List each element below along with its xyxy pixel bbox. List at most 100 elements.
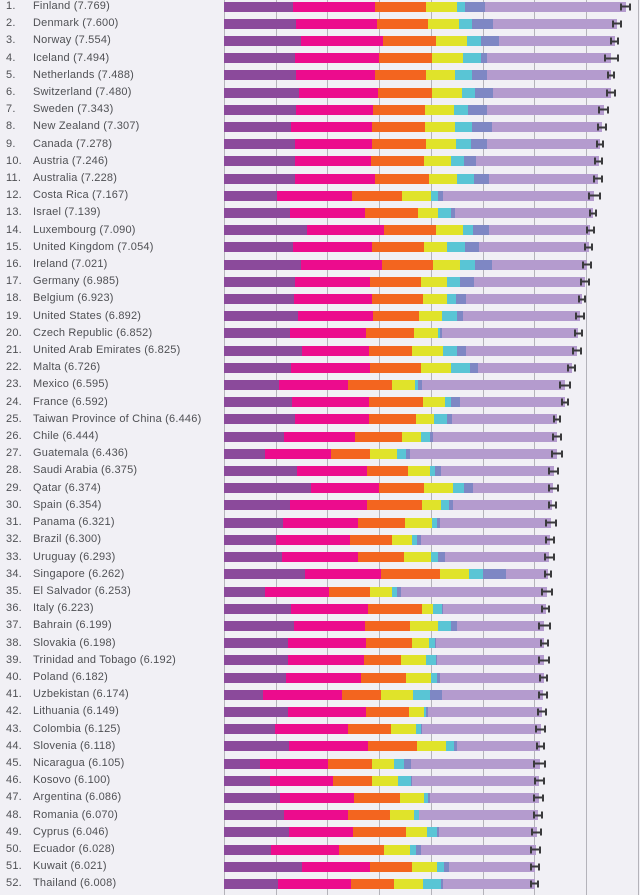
bar-segment-social-support [293, 1, 376, 12]
bar-segment-healthy-life-expectancy [351, 878, 394, 889]
bar-segment-social-support [290, 500, 368, 511]
error-bar [544, 553, 555, 561]
bar-segment-generosity [452, 483, 464, 494]
bar-segment-freedom [428, 18, 459, 29]
bar-segment-generosity [457, 173, 475, 184]
bar-segment-freedom [403, 552, 431, 563]
country-label: Malta (6.726) [33, 361, 101, 374]
bar-segment-generosity [467, 36, 482, 46]
bar-segment-healthy-life-expectancy [365, 208, 419, 219]
country-label: Canada (7.278) [33, 137, 113, 150]
stacked-bar [224, 294, 582, 305]
bar-segment-freedom [424, 104, 455, 115]
bar-segment-social-support [265, 448, 331, 459]
rank-label: 26. [6, 430, 22, 443]
bar-segment-gdp-per-capita [224, 156, 296, 167]
bar-segment-dystopia-plus-residual [411, 775, 540, 786]
country-label: Poland (6.182) [33, 670, 108, 683]
bar-segment-freedom [371, 758, 395, 769]
bar-segment-social-support [289, 208, 366, 219]
bar-segment-freedom [435, 225, 464, 236]
bar-segment-freedom [390, 810, 415, 821]
country-row: 7. Sweden (7.343) [0, 101, 640, 118]
stacked-bar [224, 706, 542, 717]
country-row: 49. Cyprus (6.046) [0, 824, 640, 841]
error-bar [530, 828, 543, 836]
stacked-bar [224, 724, 541, 735]
error-bar [541, 588, 554, 595]
bar-segment-dystopia-plus-residual [506, 569, 548, 580]
bar-segment-generosity [414, 810, 419, 821]
stacked-bar [224, 569, 548, 580]
stacked-bar [224, 362, 572, 373]
bar-segment-perceptions-of-corruption [448, 500, 453, 511]
gridline [430, 0, 432, 895]
bar-segment-social-support [279, 380, 348, 391]
stacked-bar [224, 792, 539, 803]
bar-segment-generosity [423, 706, 426, 717]
country-label: Czech Republic (6.852) [33, 326, 153, 339]
bar-segment-generosity [437, 620, 452, 631]
country-row: 3. Norway (7.554) [0, 32, 640, 49]
bar-segment-healthy-life-expectancy [372, 104, 425, 115]
bar-segment-dystopia-plus-residual [473, 276, 586, 287]
error-bar [596, 123, 607, 131]
country-row: 18. Belgium (6.923) [0, 290, 640, 307]
rank-label: 34. [6, 567, 22, 580]
bar-segment-social-support [277, 190, 352, 201]
rank-label: 46. [6, 774, 22, 787]
rank-label: 16. [6, 258, 22, 271]
bar-segment-healthy-life-expectancy [341, 689, 381, 700]
bar-segment-generosity [460, 259, 476, 270]
bar-segment-healthy-life-expectancy [354, 792, 401, 803]
bar-segment-gdp-per-capita [224, 53, 296, 64]
bar-segment-generosity [433, 603, 442, 614]
bar-segment-generosity [430, 552, 438, 563]
bar-segment-generosity [434, 414, 447, 425]
error-bar [533, 760, 546, 768]
country-label: Uzbekistan (6.174) [33, 688, 129, 701]
country-row: 38. Slovakia (6.198) [0, 635, 640, 652]
bar-segment-freedom [418, 208, 438, 219]
country-row: 19. United States (6.892) [0, 308, 640, 325]
country-label: Thailand (6.008) [33, 877, 117, 890]
rank-label: 24. [6, 395, 22, 408]
bar-segment-generosity [397, 448, 407, 459]
bar-segment-freedom [422, 397, 446, 408]
stacked-bar [224, 844, 536, 855]
bar-segment-gdp-per-capita [224, 517, 284, 528]
bar-segment-gdp-per-capita [224, 861, 302, 872]
rank-label: 30. [6, 498, 22, 511]
rank-label: 50. [6, 842, 22, 855]
rank-label: 21. [6, 344, 22, 357]
country-row: 50. Ecuador (6.028) [0, 841, 640, 858]
bar-segment-healthy-life-expectancy [376, 18, 429, 29]
country-row: 40. Poland (6.182) [0, 669, 640, 686]
bar-segment-social-support [280, 792, 355, 803]
bar-segment-freedom [421, 603, 434, 614]
country-label: Luxembourg (7.090) [33, 223, 136, 236]
stacked-bar [224, 638, 545, 649]
error-bar [587, 192, 602, 200]
bar-segment-dystopia-plus-residual [422, 380, 565, 391]
stacked-bar [224, 483, 554, 494]
gridline [534, 0, 536, 895]
error-bar [539, 639, 550, 647]
bar-segment-perceptions-of-corruption [444, 861, 450, 872]
bar-segment-generosity [431, 517, 438, 528]
country-row: 36. Italy (6.223) [0, 600, 640, 617]
bar-segment-social-support [284, 810, 348, 821]
bar-segment-dystopia-plus-residual [439, 827, 537, 838]
country-row: 39. Trinidad and Tobago (6.192) [0, 652, 640, 669]
bar-segment-freedom [404, 517, 432, 528]
stacked-bar [224, 311, 581, 322]
country-label: Romania (6.070) [33, 808, 118, 821]
country-row: 47. Argentina (6.086) [0, 789, 640, 806]
bar-segment-healthy-life-expectancy [369, 362, 422, 373]
bar-segment-perceptions-of-corruption [464, 156, 476, 167]
bar-segment-perceptions-of-corruption [406, 448, 411, 459]
bar-segment-dystopia-plus-residual [489, 225, 591, 236]
bar-segment-healthy-life-expectancy [380, 569, 440, 580]
country-label: Australia (7.228) [33, 172, 118, 185]
country-label: Taiwan Province of China (6.446) [33, 412, 202, 425]
